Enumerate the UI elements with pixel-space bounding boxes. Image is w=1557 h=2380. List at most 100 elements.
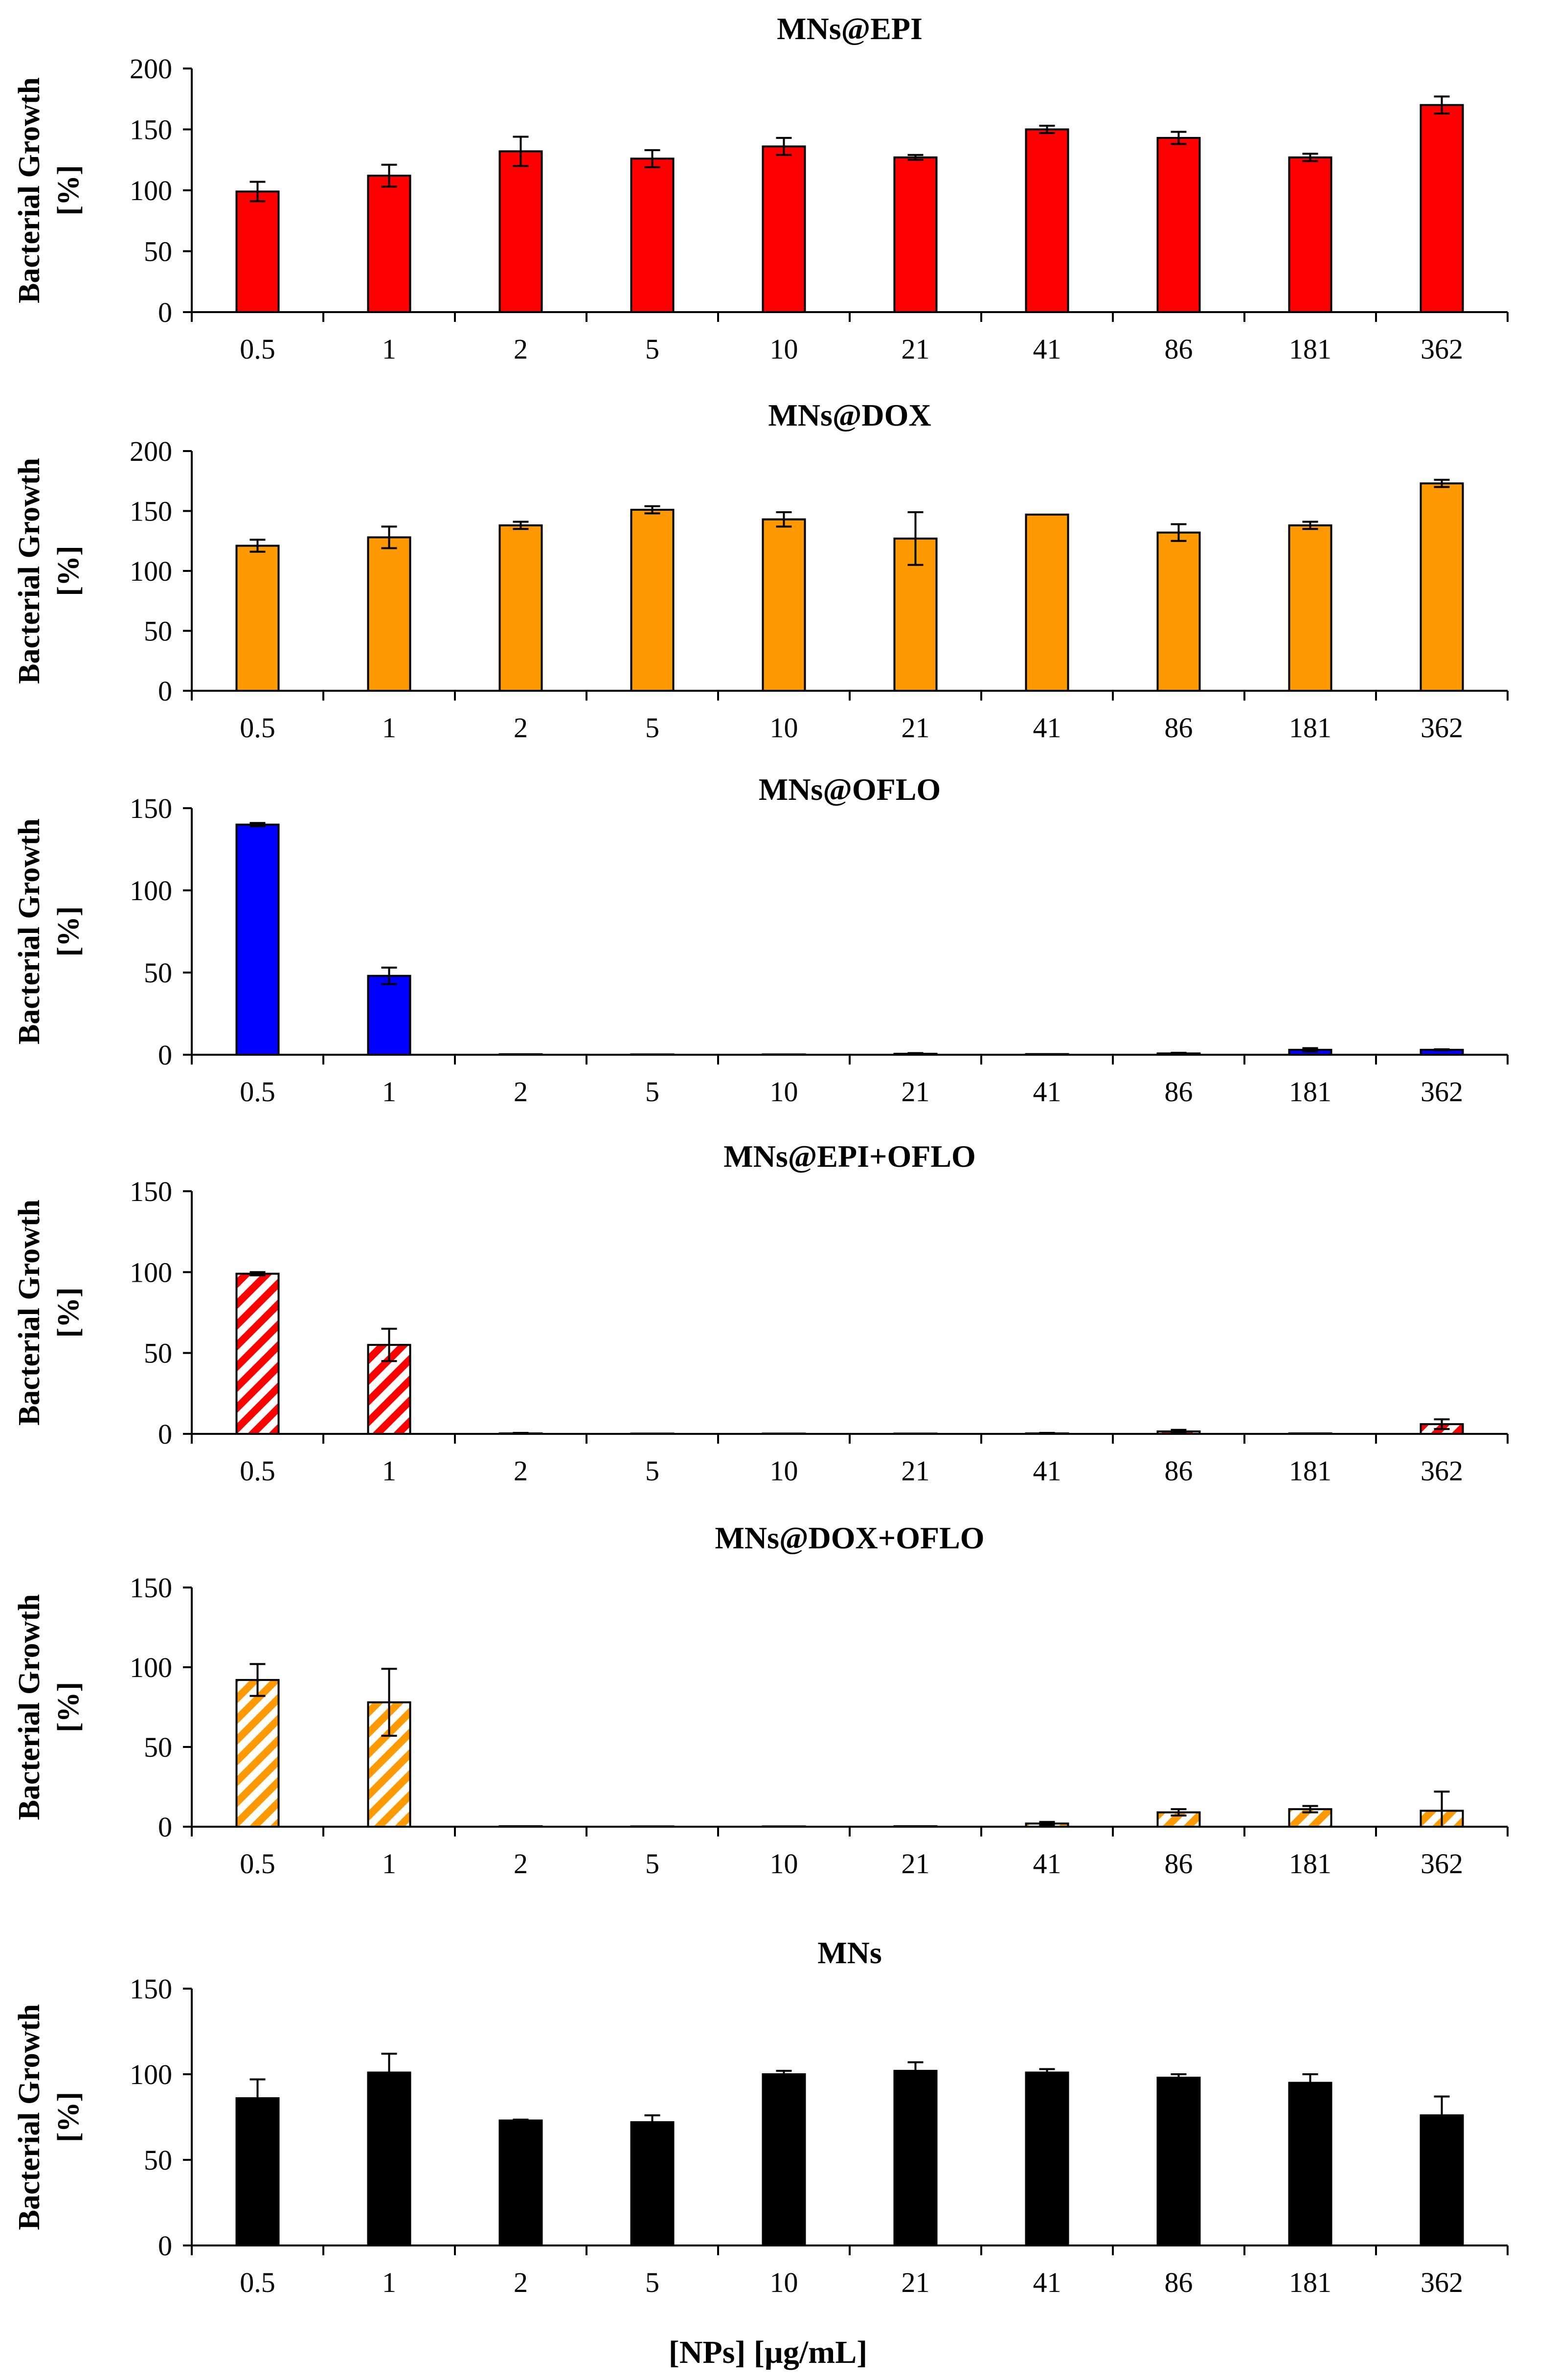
x-tick-label: 1	[382, 1848, 396, 1880]
x-tick-label: 181	[1289, 1848, 1331, 1880]
bar	[1288, 524, 1332, 692]
x-tick-label: 5	[645, 2267, 659, 2298]
x-tick-label: 5	[645, 1848, 659, 1880]
bar	[235, 1679, 280, 1828]
bar	[367, 975, 411, 1056]
chart-title: MNs	[817, 1935, 882, 1970]
y-axis-label: Bacterial Growth	[13, 77, 46, 303]
bar	[498, 1053, 543, 1056]
bar	[630, 1053, 675, 1056]
x-tick-label: 2	[514, 1455, 528, 1487]
bar	[1156, 136, 1201, 313]
bar	[1288, 156, 1332, 313]
bar	[235, 823, 280, 1056]
x-tick-label: 21	[902, 2267, 930, 2298]
bar	[235, 2097, 280, 2246]
x-tick-label: 2	[514, 712, 528, 744]
x-tick-label: 5	[645, 1455, 659, 1487]
y-tick-label: 0	[158, 1418, 172, 1450]
bar	[498, 2119, 543, 2246]
bar	[893, 1432, 938, 1435]
x-tick-label: 10	[770, 2267, 798, 2298]
x-tick-label: 2	[514, 333, 528, 365]
bar	[762, 1825, 806, 1828]
x-tick-label: 362	[1421, 1848, 1463, 1880]
chart-panel: MNs Bacterial Growth [%] 0 50 100 150 0.5 1 2 5 10 2…	[13, 1935, 1509, 2298]
x-tick-label: 10	[770, 1076, 798, 1108]
bar	[1420, 482, 1464, 692]
y-tick-label: 50	[144, 1337, 172, 1369]
y-tick-label: 50	[144, 2144, 172, 2176]
x-tick-label: 5	[645, 333, 659, 365]
y-axis-label: Bacterial Growth	[13, 2004, 46, 2230]
y-tick-label: 50	[144, 1731, 172, 1763]
y-tick-label: 150	[130, 793, 172, 824]
y-tick-label: 100	[130, 875, 172, 907]
bar	[1288, 1432, 1332, 1435]
bar	[893, 2070, 938, 2246]
bar	[630, 1432, 675, 1435]
y-axis-unit-label: [%]	[52, 2092, 85, 2142]
y-axis-unit-label: [%]	[52, 1287, 85, 1337]
x-tick-label: 86	[1165, 712, 1193, 744]
x-tick-label: 0.5	[240, 1076, 275, 1108]
x-tick-label: 2	[514, 2267, 528, 2298]
y-axis-unit-label: [%]	[52, 1682, 85, 1732]
bar	[498, 1825, 543, 1828]
x-tick-label: 1	[382, 1076, 396, 1108]
x-tick-label: 0.5	[240, 2267, 275, 2298]
x-tick-label: 362	[1421, 2267, 1463, 2298]
x-tick-label: 21	[902, 712, 930, 744]
chart-title: MNs@OFLO	[759, 772, 941, 807]
chart-panel: MNs@DOX+OFLO Bacterial Growth [%] 0 50 100 150…	[13, 1520, 1509, 1880]
x-tick-label: 41	[1033, 712, 1061, 744]
bar	[1025, 513, 1069, 692]
bar	[630, 158, 675, 313]
chart-title: MNs@DOX+OFLO	[715, 1520, 984, 1555]
chart-title: MNs@EPI+OFLO	[723, 1139, 976, 1174]
x-tick-label: 181	[1289, 2267, 1331, 2298]
x-tick-label: 1	[382, 333, 396, 365]
x-tick-label: 2	[514, 1848, 528, 1880]
x-tick-label: 86	[1165, 1076, 1193, 1108]
y-tick-label: 100	[130, 555, 172, 587]
bar	[630, 509, 675, 692]
y-tick-label: 0	[158, 2230, 172, 2262]
y-tick-label: 200	[130, 435, 172, 467]
y-tick-label: 100	[130, 1256, 172, 1288]
x-tick-label: 362	[1421, 712, 1463, 744]
y-tick-label: 0	[158, 675, 172, 707]
x-tick-label: 2	[514, 1076, 528, 1108]
y-tick-label: 150	[130, 1572, 172, 1604]
bar	[893, 156, 938, 313]
bar	[1025, 2071, 1069, 2246]
x-tick-label: 181	[1289, 712, 1331, 744]
x-tick-label: 5	[645, 1076, 659, 1108]
y-tick-label: 100	[130, 1652, 172, 1683]
bar	[1420, 2114, 1464, 2246]
x-tick-label: 21	[902, 1455, 930, 1487]
bar	[1288, 2082, 1332, 2246]
bar	[235, 190, 280, 313]
chart-title: MNs@EPI	[777, 11, 923, 46]
y-axis-label: Bacterial Growth	[13, 1594, 46, 1820]
x-tick-label: 41	[1033, 1455, 1061, 1487]
chart-panel: MNs@EPI Bacterial Growth [%] 0 50 100 150 200 0.…	[13, 11, 1509, 365]
y-tick-label: 100	[130, 2059, 172, 2090]
x-tick-label: 1	[382, 712, 396, 744]
x-tick-label: 41	[1033, 1076, 1061, 1108]
y-axis-unit-label: [%]	[52, 165, 85, 215]
bar	[762, 518, 806, 692]
x-tick-label: 41	[1033, 333, 1061, 365]
bar	[498, 524, 543, 692]
y-tick-label: 150	[130, 1973, 172, 2005]
x-tick-label: 10	[770, 1848, 798, 1880]
y-tick-label: 0	[158, 1039, 172, 1071]
y-axis-unit-label: [%]	[52, 545, 85, 596]
y-tick-label: 50	[144, 236, 172, 268]
y-tick-label: 0	[158, 1811, 172, 1843]
bar	[367, 175, 411, 313]
y-axis-label: Bacterial Growth	[13, 818, 46, 1044]
x-tick-label: 41	[1033, 1848, 1061, 1880]
